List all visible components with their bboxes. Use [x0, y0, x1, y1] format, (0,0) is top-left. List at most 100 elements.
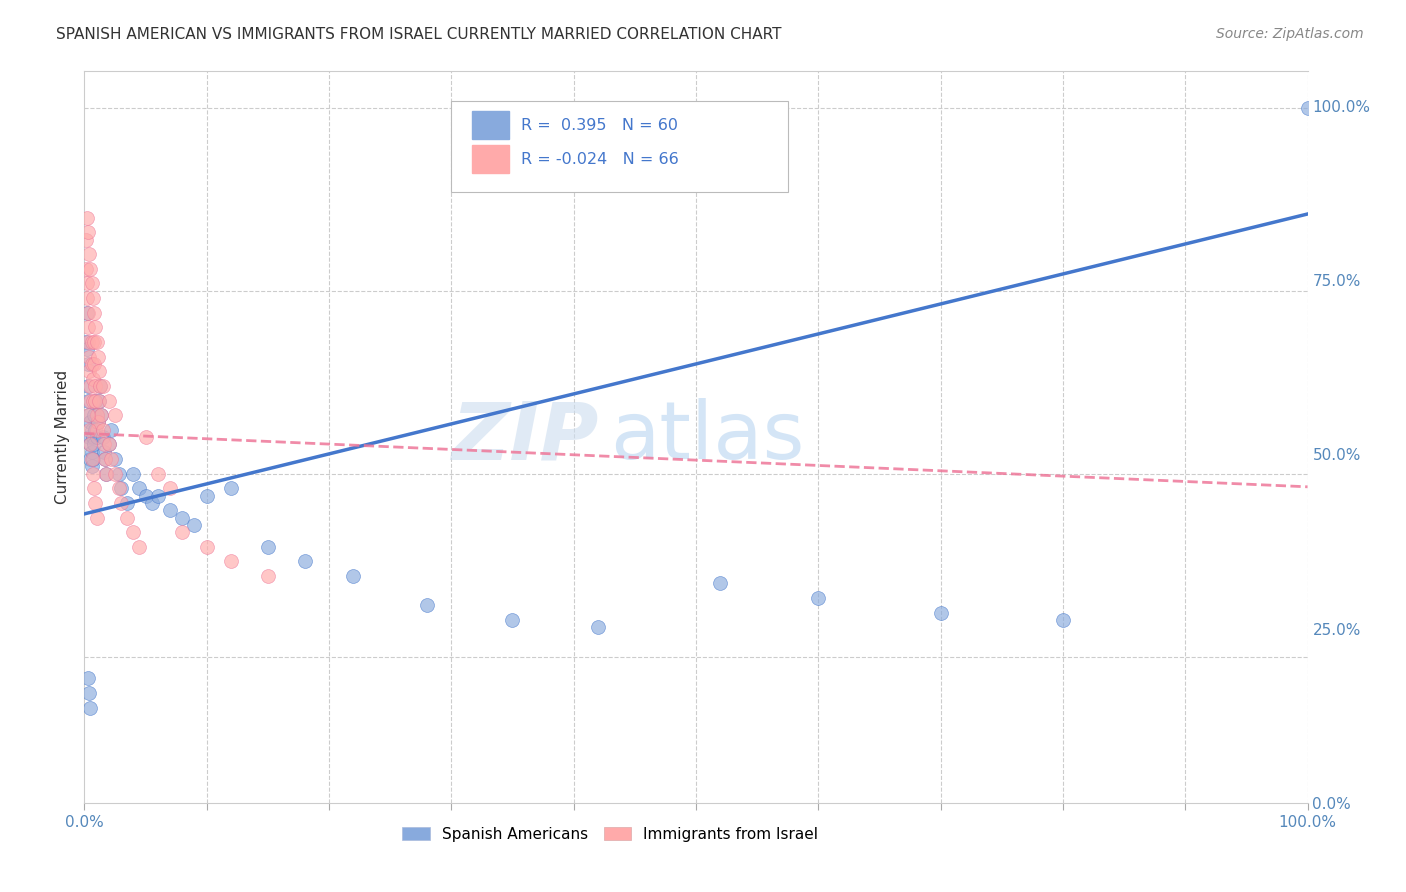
FancyBboxPatch shape: [451, 101, 787, 192]
Point: [89, 379, 111, 393]
Bar: [472, 111, 509, 138]
Point: [82, 371, 104, 385]
Point: [80, 334, 103, 349]
Point: [83, 306, 105, 320]
Point: [87, 393, 110, 408]
Point: [79, 416, 101, 430]
Point: [94, 452, 117, 467]
Point: [80, 452, 103, 467]
Point: [75, 334, 97, 349]
Point: [91, 423, 114, 437]
Point: [159, 481, 181, 495]
Point: [82, 452, 104, 467]
Point: [80, 423, 103, 437]
Point: [77, 379, 100, 393]
Point: [86, 408, 108, 422]
Point: [107, 467, 129, 481]
Point: [84, 320, 107, 334]
Point: [107, 481, 129, 495]
Point: [502, 613, 524, 627]
Point: [219, 554, 242, 568]
Text: R = -0.024   N = 66: R = -0.024 N = 66: [522, 153, 679, 168]
Point: [94, 452, 117, 467]
Point: [75, 261, 97, 276]
Point: [77, 423, 100, 437]
Point: [77, 686, 100, 700]
Point: [83, 334, 105, 349]
Point: [76, 343, 98, 357]
Point: [83, 437, 105, 451]
Point: [146, 489, 169, 503]
Point: [128, 481, 150, 495]
Point: [87, 416, 110, 430]
Point: [79, 437, 101, 451]
Point: [77, 334, 100, 349]
Point: [84, 393, 107, 408]
Point: [159, 503, 181, 517]
Legend: Spanish Americans, Immigrants from Israel: Spanish Americans, Immigrants from Israe…: [396, 821, 824, 847]
Point: [82, 430, 104, 444]
Point: [104, 408, 127, 422]
Point: [77, 225, 100, 239]
Point: [80, 444, 103, 458]
Point: [115, 496, 138, 510]
Point: [93, 444, 115, 458]
Point: [87, 364, 110, 378]
Point: [257, 540, 280, 554]
Bar: [472, 145, 509, 173]
Point: [83, 408, 105, 422]
Point: [219, 481, 242, 495]
Point: [82, 467, 104, 481]
Point: [100, 452, 122, 467]
Point: [122, 467, 145, 481]
Point: [115, 510, 138, 524]
Point: [77, 364, 100, 378]
Point: [86, 430, 108, 444]
Point: [122, 525, 145, 540]
Point: [183, 517, 205, 532]
Point: [79, 452, 101, 467]
Point: [87, 393, 110, 408]
Point: [97, 437, 120, 451]
Point: [141, 496, 163, 510]
Point: [79, 379, 101, 393]
Point: [86, 510, 108, 524]
Point: [77, 247, 100, 261]
Point: [90, 408, 112, 422]
Point: [294, 554, 316, 568]
Point: [86, 408, 108, 422]
Point: [76, 306, 98, 320]
Point: [91, 379, 114, 393]
Point: [135, 489, 157, 503]
Point: [87, 350, 110, 364]
Point: [79, 261, 101, 276]
Point: [82, 291, 104, 305]
Point: [75, 233, 97, 247]
Point: [195, 489, 218, 503]
Point: [416, 599, 439, 613]
Point: [257, 569, 280, 583]
Text: R =  0.395   N = 60: R = 0.395 N = 60: [522, 118, 678, 133]
Point: [77, 408, 100, 422]
Point: [93, 437, 115, 451]
Point: [80, 277, 103, 291]
Point: [83, 357, 105, 371]
Point: [90, 408, 112, 422]
Point: [77, 430, 100, 444]
Point: [807, 591, 830, 605]
Point: [77, 672, 100, 686]
Point: [104, 452, 127, 467]
Point: [77, 408, 100, 422]
Point: [84, 393, 107, 408]
Point: [146, 467, 169, 481]
Point: [79, 393, 101, 408]
Point: [77, 357, 100, 371]
Point: [172, 525, 194, 540]
Point: [110, 496, 132, 510]
Point: [76, 291, 98, 305]
Text: Source: ZipAtlas.com: Source: ZipAtlas.com: [1216, 27, 1364, 41]
Point: [91, 430, 114, 444]
Text: SPANISH AMERICAN VS IMMIGRANTS FROM ISRAEL CURRENTLY MARRIED CORRELATION CHART: SPANISH AMERICAN VS IMMIGRANTS FROM ISRA…: [56, 27, 782, 42]
Point: [77, 306, 100, 320]
Point: [97, 393, 120, 408]
